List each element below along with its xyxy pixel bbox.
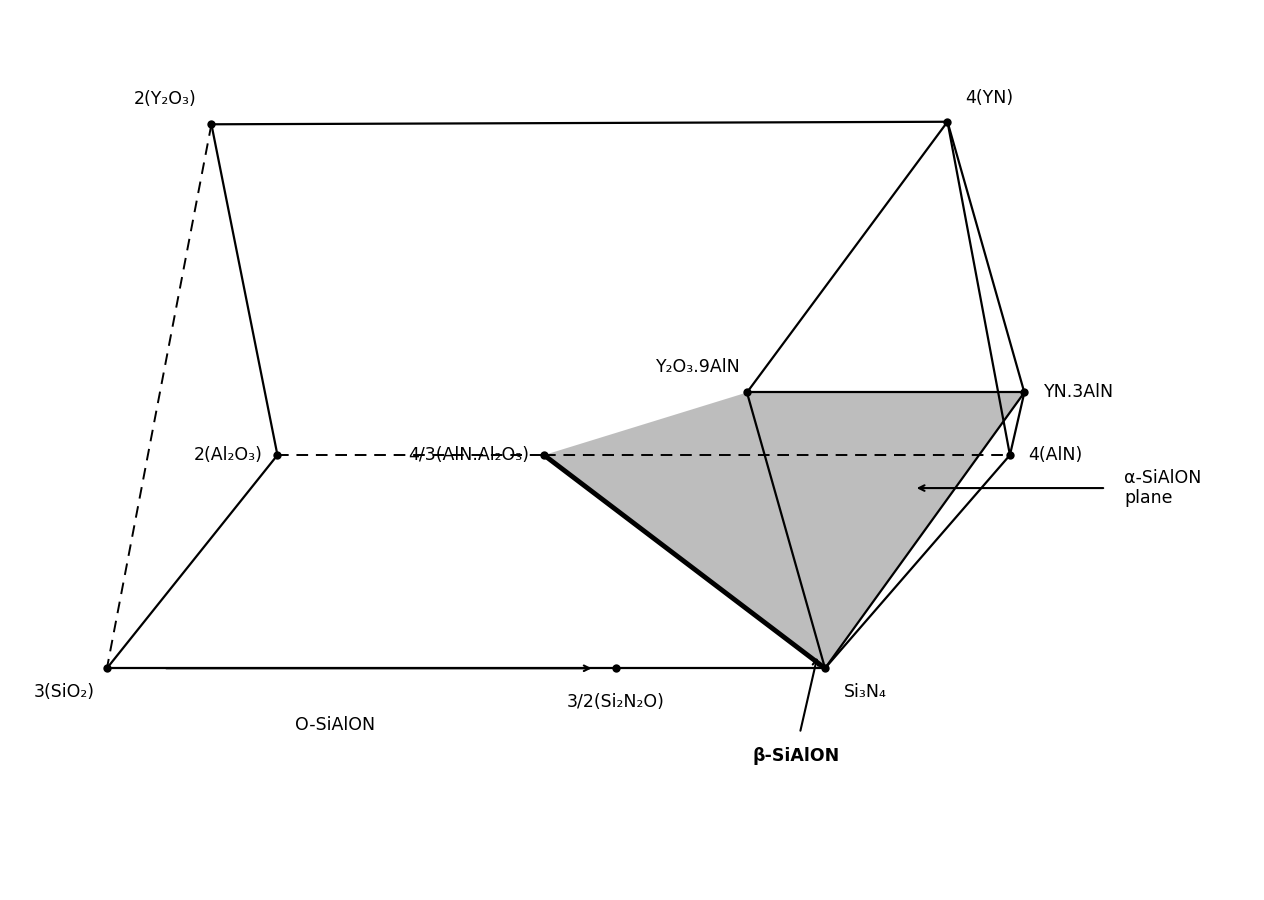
- Text: Y₂O₃.9AlN: Y₂O₃.9AlN: [656, 358, 741, 376]
- Text: 2(Y₂O₃): 2(Y₂O₃): [134, 90, 197, 108]
- Text: 2(Al₂O₃): 2(Al₂O₃): [195, 446, 263, 464]
- Text: 4(AlN): 4(AlN): [1028, 446, 1082, 464]
- Text: YN.3AlN: YN.3AlN: [1044, 383, 1114, 401]
- Text: Si₃N₄: Si₃N₄: [844, 683, 887, 701]
- Text: 3(SiO₂): 3(SiO₂): [34, 683, 95, 701]
- Text: α-SiAlON
plane: α-SiAlON plane: [1124, 469, 1201, 508]
- Text: 3/2(Si₂N₂O): 3/2(Si₂N₂O): [568, 693, 665, 711]
- Polygon shape: [544, 392, 1024, 669]
- Text: 4(YN): 4(YN): [966, 89, 1014, 107]
- Text: β-SiAlON: β-SiAlON: [752, 747, 839, 765]
- Text: O-SiAlON: O-SiAlON: [295, 716, 375, 734]
- Text: 4/3(AlN.Al₂O₃): 4/3(AlN.Al₂O₃): [408, 446, 530, 464]
